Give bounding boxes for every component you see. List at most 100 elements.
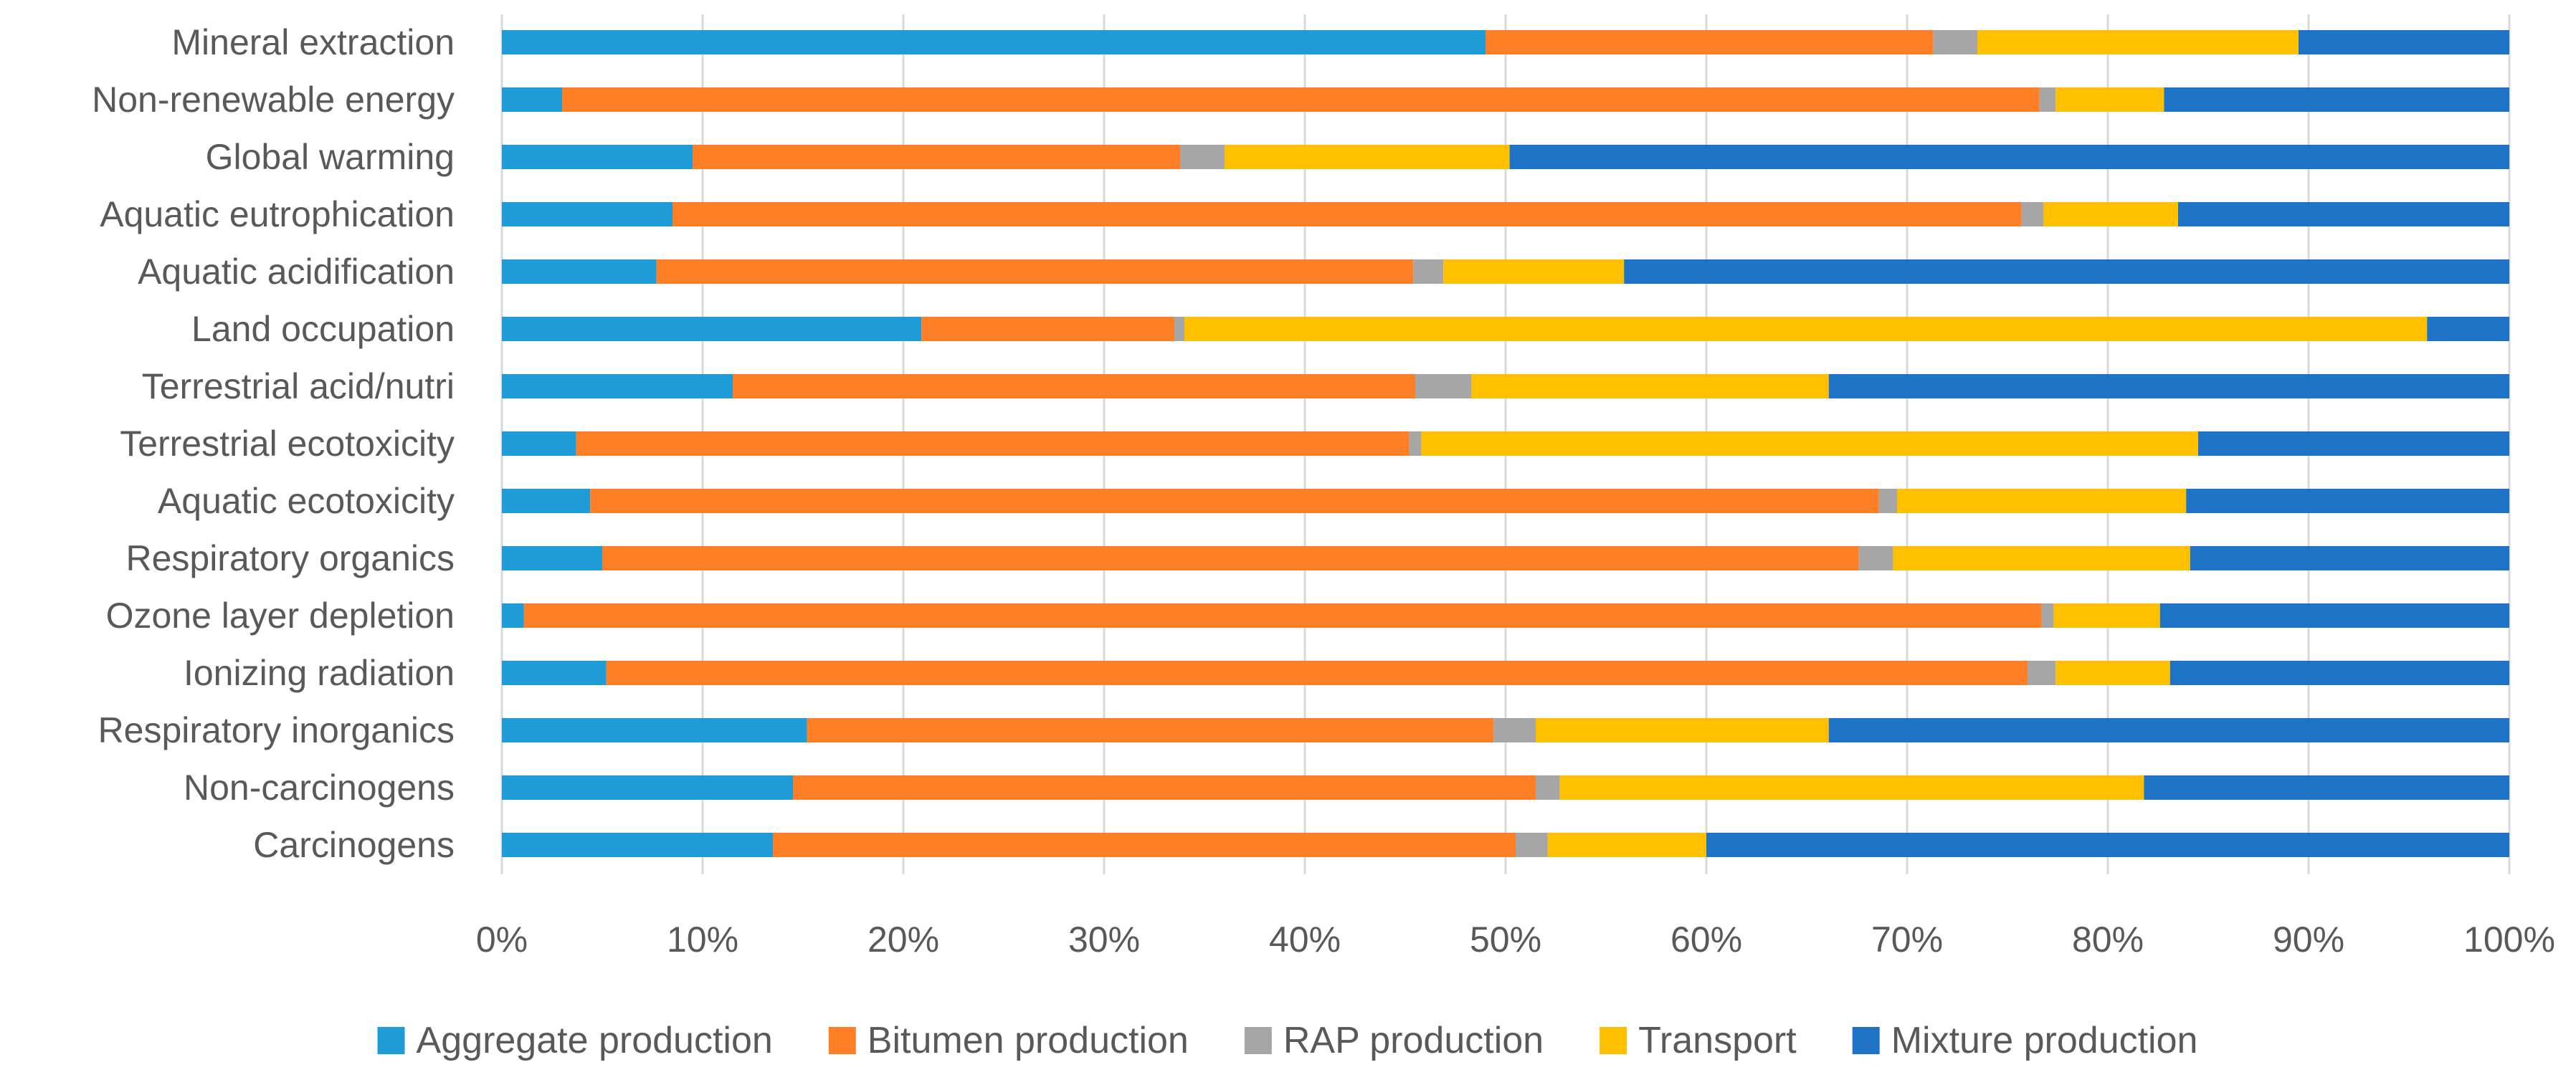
bar-bitumen-production-13 — [793, 775, 1536, 800]
legend-item-transport: Transport — [1600, 1020, 1797, 1061]
x-tick-label: 70% — [1871, 919, 1943, 960]
bar-aggregate-production-5 — [502, 317, 922, 341]
category-label: Land occupation — [191, 309, 455, 349]
category-label: Aquatic eutrophication — [100, 194, 455, 234]
bar-transport-6 — [1471, 374, 1829, 398]
bar-mixture-production-14 — [1706, 833, 2509, 857]
bar-mixture-production-4 — [1624, 259, 2509, 284]
bar-transport-1 — [2055, 87, 2164, 112]
bar-aggregate-production-10 — [502, 603, 524, 628]
x-tick-label: 100% — [2463, 919, 2555, 960]
bar-bitumen-production-7 — [576, 431, 1410, 456]
bars — [502, 30, 2509, 857]
bar-mixture-production-12 — [1828, 718, 2509, 742]
bar-rap-production-7 — [1409, 431, 1422, 456]
bar-bitumen-production-10 — [523, 603, 2042, 628]
legend-item-rap-production: RAP production — [1244, 1020, 1544, 1061]
bar-aggregate-production-1 — [502, 87, 562, 112]
bar-rap-production-10 — [2041, 603, 2054, 628]
bar-rap-production-4 — [1413, 259, 1444, 284]
bar-rap-production-9 — [1858, 546, 1893, 570]
category-label: Mineral extraction — [171, 22, 455, 62]
x-tick-label: 40% — [1269, 919, 1341, 960]
category-labels: Mineral extraction Non-renewable energy Gl… — [92, 22, 455, 865]
bar-mixture-production-11 — [2169, 661, 2509, 685]
bar-bitumen-production-11 — [606, 661, 2028, 685]
legend-label: RAP production — [1283, 1020, 1544, 1061]
bar-bitumen-production-9 — [602, 546, 1859, 570]
bar-rap-production-0 — [1933, 30, 1977, 54]
legend-swatch — [828, 1027, 856, 1054]
bar-transport-12 — [1536, 718, 1829, 742]
bar-bitumen-production-8 — [590, 489, 1879, 513]
bar-aggregate-production-9 — [502, 546, 602, 570]
bar-transport-7 — [1421, 431, 2198, 456]
bar-transport-2 — [1225, 145, 1510, 169]
bar-rap-production-11 — [2028, 661, 2056, 685]
bar-transport-4 — [1443, 259, 1625, 284]
bar-bitumen-production-3 — [672, 202, 2022, 226]
x-tick-label: 90% — [2273, 919, 2344, 960]
bar-mixture-production-7 — [2198, 431, 2509, 456]
bar-transport-0 — [1977, 30, 2299, 54]
bar-aggregate-production-13 — [502, 775, 793, 800]
bar-aggregate-production-8 — [502, 489, 591, 513]
bar-transport-10 — [2053, 603, 2160, 628]
legend: Aggregate production Bitumen production RA… — [377, 1020, 2197, 1061]
category-label: Global warming — [206, 137, 455, 177]
bar-bitumen-production-4 — [656, 259, 1414, 284]
bar-bitumen-production-6 — [733, 374, 1415, 398]
x-tick-label: 60% — [1670, 919, 1742, 960]
legend-swatch — [1852, 1027, 1880, 1054]
bar-bitumen-production-2 — [693, 145, 1181, 169]
category-label: Ozone layer depletion — [106, 596, 455, 636]
bar-transport-9 — [1893, 546, 2190, 570]
bar-mixture-production-10 — [2159, 603, 2509, 628]
bar-mixture-production-5 — [2427, 317, 2509, 341]
legend-label: Aggregate production — [417, 1020, 773, 1061]
legend-label: Transport — [1638, 1020, 1797, 1061]
bar-bitumen-production-12 — [807, 718, 1494, 742]
bar-mixture-production-0 — [2299, 30, 2509, 54]
category-label: Respiratory inorganics — [98, 710, 455, 750]
bar-aggregate-production-14 — [502, 833, 773, 857]
legend-swatch — [1600, 1027, 1627, 1054]
x-tick-label: 10% — [667, 919, 738, 960]
bar-aggregate-production-0 — [502, 30, 1486, 54]
bar-mixture-production-1 — [2164, 87, 2509, 112]
bar-transport-3 — [2043, 202, 2178, 226]
bar-bitumen-production-5 — [921, 317, 1174, 341]
category-label: Terrestrial acid/nutri — [142, 366, 455, 406]
bar-rap-production-14 — [1516, 833, 1548, 857]
bar-aggregate-production-12 — [502, 718, 807, 742]
category-label: Aquatic ecotoxicity — [158, 481, 455, 521]
bar-mixture-production-9 — [2190, 546, 2509, 570]
category-label: Terrestrial ecotoxicity — [120, 424, 455, 464]
bar-transport-5 — [1184, 317, 2428, 341]
bar-aggregate-production-3 — [502, 202, 672, 226]
bar-rap-production-1 — [2039, 87, 2056, 112]
bar-aggregate-production-7 — [502, 431, 576, 456]
bar-rap-production-13 — [1536, 775, 1560, 800]
bar-rap-production-12 — [1493, 718, 1536, 742]
x-tick-labels: 0% 10% 20% 30% 40% 50% 60% 70% 80% 90% 100% — [476, 919, 2555, 960]
category-label: Aquatic acidification — [138, 252, 455, 292]
bar-rap-production-6 — [1415, 374, 1472, 398]
x-tick-label: 20% — [868, 919, 939, 960]
category-label: Ionizing radiation — [184, 653, 455, 693]
bar-rap-production-2 — [1180, 145, 1225, 169]
bar-aggregate-production-2 — [502, 145, 693, 169]
legend-item-aggregate-production: Aggregate production — [377, 1020, 773, 1061]
bar-transport-11 — [2055, 661, 2170, 685]
bar-aggregate-production-11 — [502, 661, 607, 685]
bar-transport-14 — [1547, 833, 1706, 857]
legend-item-mixture-production: Mixture production — [1852, 1020, 2197, 1061]
bar-transport-13 — [1559, 775, 2144, 800]
bar-bitumen-production-1 — [562, 87, 2040, 112]
x-tick-label: 80% — [2072, 919, 2144, 960]
legend-swatch — [377, 1027, 405, 1054]
bar-mixture-production-13 — [2144, 775, 2509, 800]
bar-mixture-production-8 — [2186, 489, 2509, 513]
category-label: Carcinogens — [253, 825, 455, 865]
